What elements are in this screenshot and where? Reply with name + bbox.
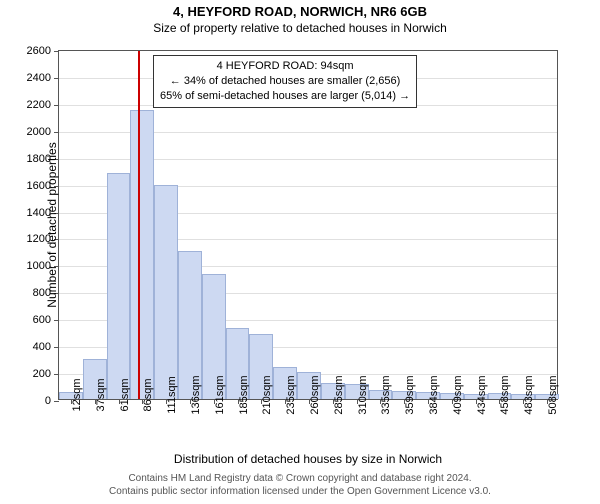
- x-tick-label: 483sqm: [523, 375, 535, 414]
- x-tick-label: 384sqm: [428, 375, 440, 414]
- y-tick-label: 200: [33, 368, 51, 380]
- x-tick-label: 434sqm: [476, 375, 488, 414]
- x-tick-label: 161sqm: [214, 375, 226, 414]
- x-tick-label: 37sqm: [95, 378, 107, 411]
- chart-area: 0200400600800100012001400160018002000220…: [58, 50, 558, 400]
- x-tick-label: 185sqm: [238, 375, 250, 414]
- property-marker-line: [138, 51, 140, 399]
- footer-line-2: Contains public sector information licen…: [0, 486, 600, 499]
- x-tick-label: 86sqm: [142, 378, 154, 411]
- x-tick-label: 61sqm: [119, 378, 131, 411]
- y-tick-label: 2600: [27, 45, 51, 57]
- page-title: 4, HEYFORD ROAD, NORWICH, NR6 6GB: [0, 4, 600, 19]
- y-tick-label: 2200: [27, 99, 51, 111]
- histogram-bar: [130, 110, 154, 399]
- x-tick-label: 285sqm: [333, 375, 345, 414]
- x-tick-label: 210sqm: [261, 375, 273, 414]
- x-tick-label: 260sqm: [309, 375, 321, 414]
- annotation-box: 4 HEYFORD ROAD: 94sqm← 34% of detached h…: [153, 55, 417, 108]
- x-tick-label: 409sqm: [452, 375, 464, 414]
- y-axis-title: Number of detached properties: [45, 125, 59, 325]
- x-tick-label: 458sqm: [499, 375, 511, 414]
- annotation-line-3: 65% of semi-detached houses are larger (…: [160, 89, 410, 104]
- histogram-bar: [107, 173, 131, 399]
- y-tick-label: 0: [45, 395, 51, 407]
- y-tick: [54, 347, 59, 348]
- x-tick-label: 310sqm: [357, 375, 369, 414]
- y-tick: [54, 51, 59, 52]
- x-tick-label: 111sqm: [166, 376, 178, 414]
- x-tick-label: 508sqm: [547, 375, 559, 414]
- y-tick: [54, 374, 59, 375]
- histogram-bar: [154, 185, 178, 399]
- x-tick-label: 335sqm: [380, 375, 392, 414]
- plot-region: 0200400600800100012001400160018002000220…: [58, 50, 558, 400]
- x-axis-title: Distribution of detached houses by size …: [58, 452, 558, 466]
- y-tick: [54, 401, 59, 402]
- x-tick-label: 359sqm: [404, 375, 416, 414]
- x-tick-label: 12sqm: [71, 378, 83, 411]
- footer: Contains HM Land Registry data © Crown c…: [0, 473, 600, 498]
- annotation-line-2: ← 34% of detached houses are smaller (2,…: [160, 74, 410, 89]
- x-tick-label: 235sqm: [285, 375, 297, 414]
- y-tick-label: 2400: [27, 72, 51, 84]
- y-tick-label: 400: [33, 341, 51, 353]
- y-tick: [54, 78, 59, 79]
- footer-line-1: Contains HM Land Registry data © Crown c…: [0, 473, 600, 486]
- page-subtitle: Size of property relative to detached ho…: [0, 21, 600, 35]
- x-tick-label: 136sqm: [190, 375, 202, 414]
- annotation-line-1: 4 HEYFORD ROAD: 94sqm: [160, 59, 410, 74]
- y-tick: [54, 105, 59, 106]
